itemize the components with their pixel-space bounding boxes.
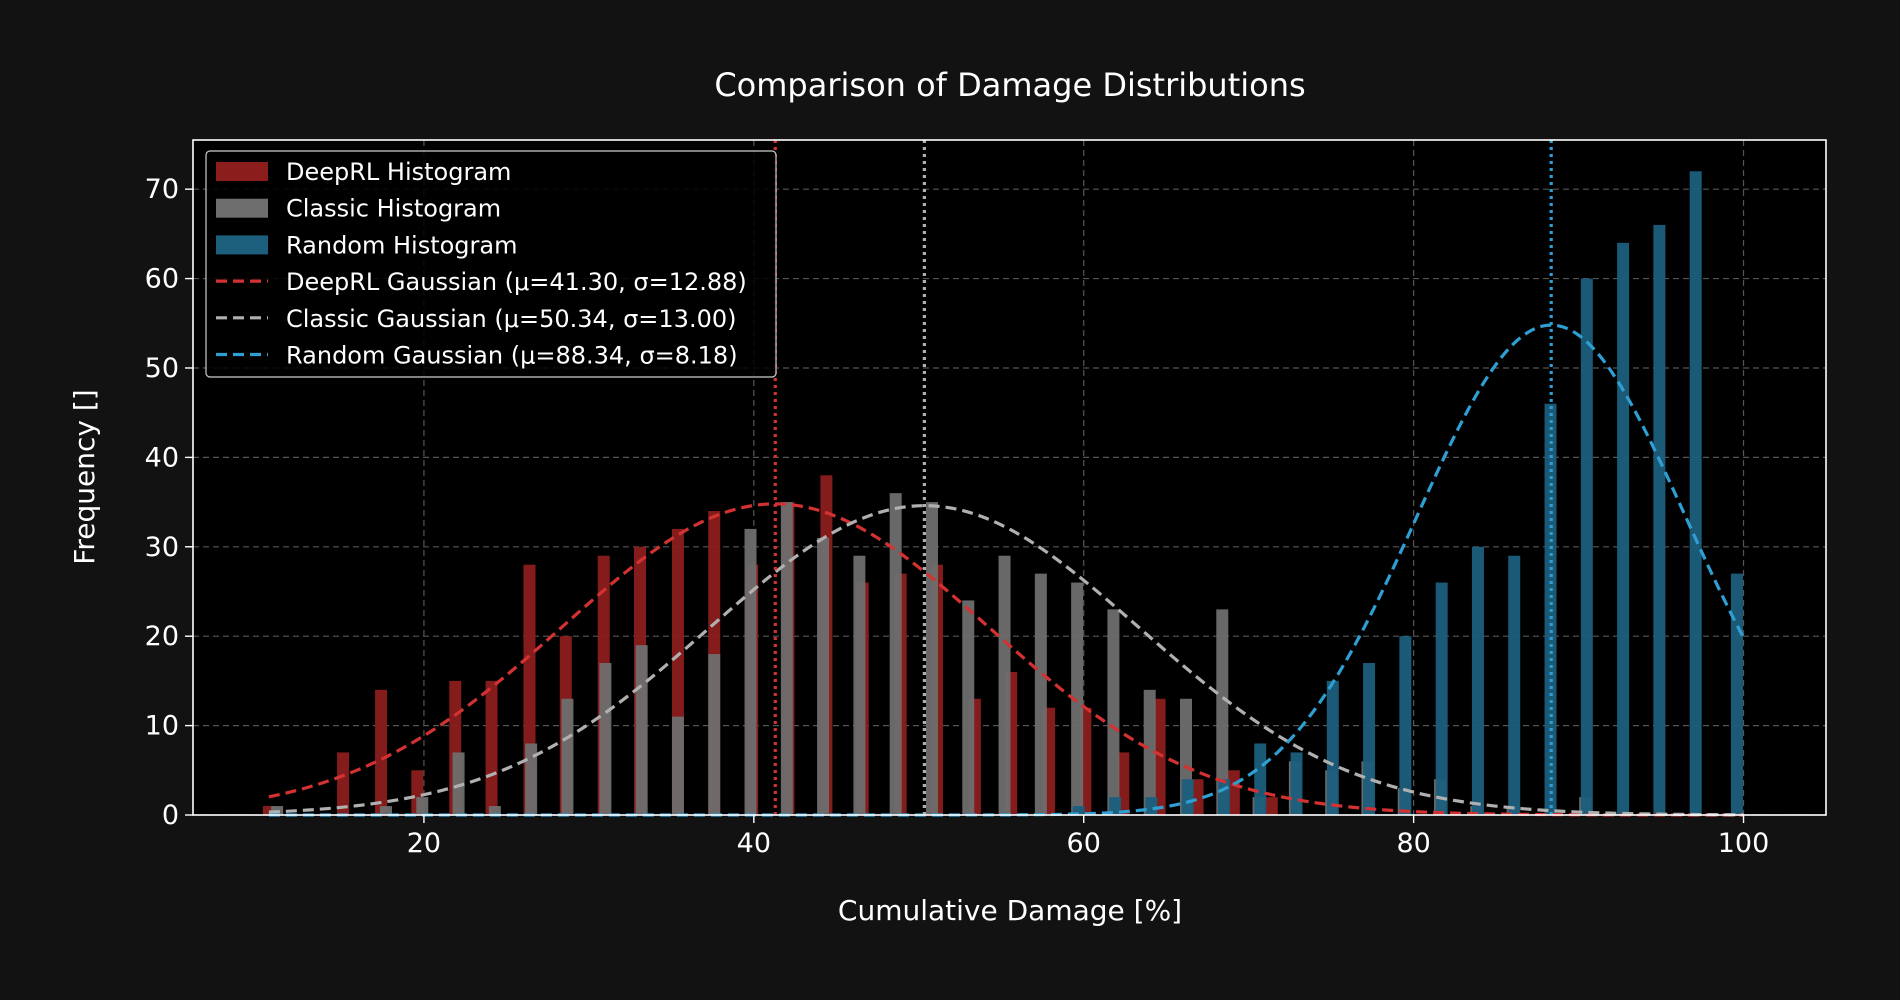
legend-label: Classic Histogram	[286, 195, 501, 223]
classic-bar	[853, 555, 866, 815]
classic-bar	[1034, 573, 1047, 815]
classic-bar	[1216, 609, 1229, 815]
legend-label: Random Gaussian (μ=88.34, σ=8.18)	[286, 342, 738, 370]
classic-bar	[416, 797, 429, 815]
classic-bar	[671, 716, 684, 815]
random-bar	[1471, 546, 1484, 815]
axis-ticks: 20 40 60 80 100 0 10 20 30 40 50 60 70	[145, 174, 1770, 859]
random-bar	[1181, 779, 1194, 815]
classic-bar	[925, 502, 938, 815]
random-bar	[1326, 680, 1339, 815]
deeprl-bar	[1191, 779, 1204, 815]
classic-bar	[817, 537, 830, 815]
deeprl-bar	[1153, 698, 1166, 815]
chart-title: Comparison of Damage Distributions	[714, 66, 1305, 104]
random-bar	[1145, 797, 1158, 815]
classic-bar	[379, 806, 392, 815]
random-legend-swatch	[216, 235, 268, 255]
classic-bar	[452, 752, 465, 815]
deeprl-bar	[337, 752, 350, 815]
y-tick-label: 60	[145, 264, 179, 295]
x-tick-label: 60	[1067, 828, 1101, 859]
y-axis-label: Frequency []	[68, 389, 101, 564]
classic-bar	[1071, 582, 1084, 815]
random-bar	[1363, 663, 1376, 815]
x-tick-label: 80	[1396, 828, 1430, 859]
random-bar	[1508, 555, 1521, 815]
random-bar	[1689, 171, 1702, 816]
random-bar	[1580, 278, 1593, 815]
y-tick-label: 0	[162, 800, 179, 831]
random-bar	[1617, 242, 1630, 815]
random-bar	[1217, 779, 1230, 815]
x-tick-label: 100	[1718, 828, 1770, 859]
classic-bar	[998, 555, 1011, 815]
plot-frame	[192, 139, 1827, 816]
random-bar	[1399, 636, 1412, 815]
deeprl-bar	[485, 680, 498, 815]
classic-bar	[962, 600, 975, 815]
deeprl-bar	[1265, 797, 1278, 815]
y-tick-label: 40	[145, 442, 179, 473]
x-tick-label: 40	[737, 828, 771, 859]
x-tick-label: 20	[407, 828, 441, 859]
legend-box	[205, 150, 777, 378]
legend: DeepRL Histogram Classic Histogram Random …	[205, 150, 777, 378]
random-bar	[1730, 573, 1743, 815]
random-bar	[1290, 752, 1303, 815]
y-tick-label: 20	[145, 621, 179, 652]
classic-bar	[889, 493, 902, 815]
x-axis-label: Cumulative Damage [%]	[838, 894, 1182, 927]
classic-bar	[599, 663, 612, 815]
y-tick-label: 30	[145, 532, 179, 563]
classic-bar	[708, 654, 721, 815]
y-tick-label: 50	[145, 353, 179, 384]
classic-bar	[1107, 609, 1120, 815]
classic-legend-swatch	[216, 198, 268, 218]
random-bar	[1254, 743, 1267, 815]
random-bar	[1653, 224, 1666, 815]
legend-label: DeepRL Gaussian (μ=41.30, σ=12.88)	[286, 268, 747, 296]
random-bar	[1435, 582, 1448, 815]
classic-bar	[744, 528, 757, 815]
classic-bar	[488, 806, 501, 815]
y-tick-label: 70	[145, 174, 179, 205]
deeprl-legend-swatch	[216, 162, 268, 181]
classic-bar	[635, 645, 648, 815]
deeprl-bar	[375, 689, 388, 815]
deeprl-gaussian-curve	[268, 502, 1744, 817]
classic-bar	[525, 743, 538, 815]
random-bar	[1072, 806, 1085, 815]
y-tick-label: 10	[145, 711, 179, 742]
legend-label: Classic Gaussian (μ=50.34, σ=13.00)	[286, 305, 736, 333]
classic-bar	[780, 502, 793, 815]
legend-label: DeepRL Histogram	[286, 158, 511, 186]
classic-bar	[1143, 689, 1156, 815]
legend-label: Random Histogram	[286, 231, 518, 259]
classic-bar	[561, 698, 574, 815]
random-bar	[1109, 797, 1122, 815]
